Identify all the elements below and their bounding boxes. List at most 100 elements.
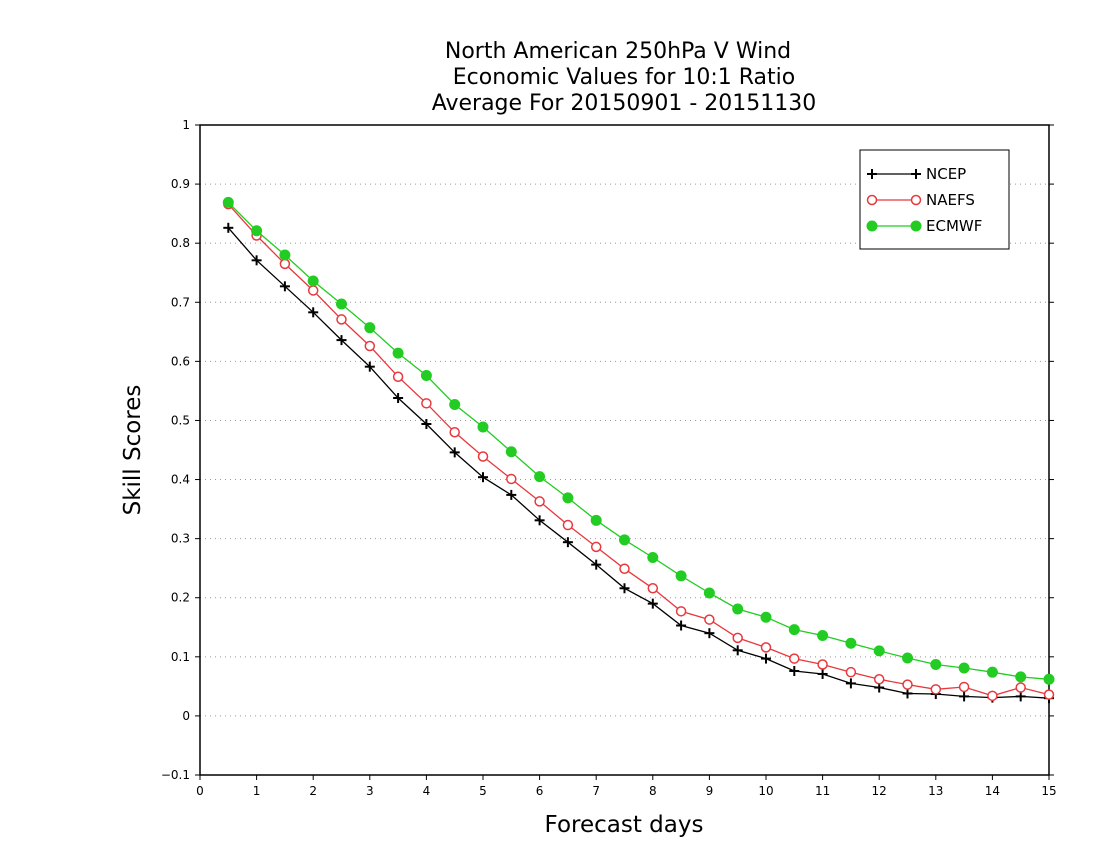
data-point-ncep <box>676 620 687 631</box>
data-point-ecmwf <box>590 514 602 526</box>
legend-marker-ncep <box>867 169 877 179</box>
y-tick-label: −0.1 <box>161 768 190 782</box>
data-point-ncep <box>789 666 800 676</box>
data-point-naefs <box>704 614 715 625</box>
x-tick-label: 11 <box>815 784 830 798</box>
x-axis-label: Forecast days <box>545 812 704 838</box>
data-point-ecmwf <box>845 637 857 649</box>
legend-label-ncep: NCEP <box>926 165 966 183</box>
data-point-naefs <box>675 606 687 617</box>
data-point-naefs <box>987 690 998 702</box>
data-point-ecmwf <box>675 570 687 582</box>
legend-entry-naefs: NAEFS <box>866 191 975 209</box>
data-point-ecmwf <box>1043 673 1055 685</box>
legend-entry-ncep: NCEP <box>867 165 966 183</box>
data-point-naefs <box>449 427 460 438</box>
data-point-ecmwf <box>307 275 319 287</box>
data-point-ecmwf <box>930 659 942 670</box>
y-tick-label: 0.4 <box>171 473 190 487</box>
data-point-ncep <box>959 691 970 702</box>
data-point-ncep <box>251 255 262 266</box>
data-point-ncep <box>562 537 573 548</box>
data-point-ecmwf <box>279 249 291 261</box>
x-tick-label: 5 <box>479 784 487 798</box>
y-tick-label: 1 <box>182 118 190 132</box>
data-point-naefs <box>873 674 885 685</box>
x-tick-label: 8 <box>649 784 657 798</box>
x-tick-label: 10 <box>758 784 773 798</box>
data-point-naefs <box>336 314 347 325</box>
data-point-ncep <box>1015 691 1026 702</box>
x-tick-label: 2 <box>309 784 317 798</box>
data-point-naefs <box>534 496 545 507</box>
data-point-ecmwf <box>619 534 630 546</box>
data-point-naefs <box>307 285 319 296</box>
grid <box>200 183 1049 717</box>
legend: NCEP NAEFS ECMWF <box>859 149 1010 250</box>
data-point-ncep <box>421 419 432 429</box>
data-point-naefs <box>930 684 942 695</box>
data-point-ncep <box>449 447 460 458</box>
data-point-ncep <box>619 583 630 594</box>
x-tick-label: 7 <box>592 784 600 798</box>
legend-marker-ecmwf <box>866 220 878 232</box>
data-point-naefs <box>817 659 828 670</box>
chart-title: North American 250hPa V Wind Economic Va… <box>432 39 817 116</box>
legend-entry-ecmwf: ECMWF <box>866 217 982 235</box>
data-point-naefs <box>619 563 630 575</box>
x-tick-label: 3 <box>366 784 374 798</box>
data-point-ecmwf <box>336 298 347 310</box>
data-point-naefs <box>590 541 602 553</box>
data-point-naefs <box>789 653 800 664</box>
data-point-ncep <box>704 628 715 639</box>
series-ncep <box>223 222 1054 704</box>
y-tick-label: 0.3 <box>171 532 190 546</box>
data-point-ncep <box>364 361 375 372</box>
data-point-naefs <box>1015 682 1026 693</box>
data-point-naefs <box>421 398 432 409</box>
y-tick-label: 0.9 <box>171 177 190 191</box>
data-point-ecmwf <box>1015 671 1027 683</box>
x-tick-label: 0 <box>196 784 204 798</box>
data-point-ecmwf <box>392 347 404 359</box>
data-point-ncep <box>506 489 517 500</box>
series-line-ncep <box>227 227 1050 699</box>
x-tick-label: 12 <box>872 784 887 798</box>
y-tick-label: 0.8 <box>171 236 190 250</box>
legend-label-ecmwf: ECMWF <box>926 217 982 235</box>
y-tick-label: 0.1 <box>171 650 190 664</box>
y-tick-label: 0.2 <box>171 591 190 605</box>
series-ecmwf <box>222 196 1055 685</box>
x-tick-label: 14 <box>985 784 1000 798</box>
x-tick-label: 4 <box>423 784 431 798</box>
data-point-ncep <box>393 393 404 403</box>
data-point-ecmwf <box>732 603 744 615</box>
axis-ticks: −0.100.10.20.30.40.50.60.70.80.910 1 2 3 4 5 6… <box>161 118 1057 798</box>
series-line-ecmwf <box>227 201 1050 680</box>
series-line-naefs <box>227 203 1050 697</box>
data-point-naefs <box>902 679 913 690</box>
data-point-ncep <box>732 645 743 656</box>
data-point-ncep <box>761 653 771 664</box>
data-point-ecmwf <box>760 611 772 623</box>
data-point-ncep <box>817 668 828 679</box>
data-point-naefs <box>562 519 574 531</box>
plot-frame <box>199 124 1050 776</box>
series-layer <box>222 196 1055 704</box>
data-point-naefs <box>958 681 970 693</box>
title-line-2: Economic Values for 10:1 Ratio <box>453 65 795 90</box>
data-point-ecmwf <box>251 225 263 237</box>
legend-marker-naefs <box>910 194 922 206</box>
legend-marker-naefs <box>866 194 878 206</box>
data-point-ecmwf <box>958 662 970 674</box>
legend-label-naefs: NAEFS <box>926 191 975 209</box>
data-point-naefs <box>647 583 659 594</box>
data-point-naefs <box>760 642 772 653</box>
data-point-ecmwf <box>364 322 376 334</box>
data-point-ncep <box>591 559 602 570</box>
data-point-ecmwf <box>647 552 659 564</box>
data-point-ncep <box>647 598 658 609</box>
data-point-ecmwf <box>703 587 715 599</box>
data-point-ecmwf <box>902 652 913 664</box>
